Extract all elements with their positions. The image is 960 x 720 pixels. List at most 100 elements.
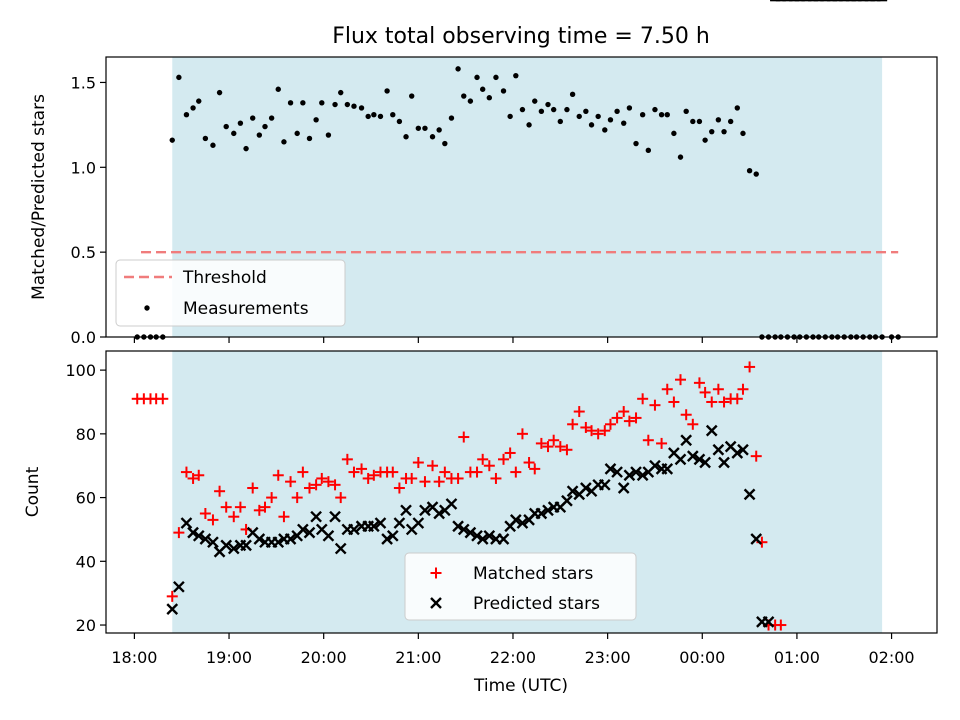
predicted-star-point (535, 507, 548, 520)
measurement-point (319, 100, 325, 106)
matched-star-point (180, 466, 192, 478)
matched-star-point (362, 472, 374, 484)
predicted-star-point (750, 533, 763, 545)
top-panel: 0.0 0.5 1.0 1.5 Matched/Predicted stars Thr… (29, 56, 938, 347)
matched-star-point (439, 466, 451, 478)
measurement-point (746, 167, 753, 174)
predicted-star-point (542, 504, 554, 517)
measurement-point (639, 111, 646, 118)
legend-matched-label: Matched stars (473, 564, 593, 584)
matched-star-point (356, 463, 368, 475)
matched-star-point (623, 415, 635, 427)
y-tick-label: 20 (76, 616, 96, 635)
measurement-point (202, 135, 209, 142)
top-y-axis-ticks: 0.0 0.5 1.0 1.5 (71, 73, 106, 347)
matched-star-point (523, 457, 535, 469)
matched-star-point (661, 383, 673, 395)
matched-star-point (187, 472, 199, 484)
matched-star-point (458, 431, 470, 443)
matched-star-point (637, 393, 649, 405)
x-tick-label: 23:00 (585, 648, 631, 667)
predicted-star-point (180, 517, 193, 529)
y-tick-label: 40 (76, 552, 96, 571)
measurement-points (134, 66, 901, 340)
bottom-legend: Matched stars Predicted stars (404, 552, 637, 621)
measurement-point (422, 125, 428, 131)
matched-star-point (498, 453, 510, 465)
predicted-star-point (604, 463, 617, 475)
matched-star-point (173, 527, 185, 539)
matched-star-point (712, 383, 724, 395)
predicted-star-point (227, 542, 240, 555)
measurement-point (671, 130, 677, 137)
predicted-star-point (731, 447, 744, 459)
matched-star-point (166, 590, 178, 602)
matched-star-point (412, 457, 424, 469)
legend-matched-marker (430, 567, 442, 579)
x-tick-label: 22:00 (490, 648, 536, 667)
matched-star-point (504, 447, 516, 459)
matched-star-point (220, 501, 232, 513)
measurement-point (513, 72, 519, 79)
measurement-point (557, 118, 564, 125)
predicted-star-point (566, 485, 579, 498)
predicted-star-point (476, 533, 489, 545)
matched-star-point (573, 406, 585, 418)
top-axes-frame (105, 56, 938, 338)
matched-star-point (285, 476, 297, 488)
predicted-star-point (623, 469, 636, 482)
matched-star-point (471, 466, 483, 478)
measurement-point (734, 105, 740, 111)
y-tick-label: 0.0 (71, 328, 96, 347)
measurement-point (409, 93, 415, 99)
predicted-star-point (705, 424, 718, 437)
matched-star-point (247, 482, 259, 494)
matched-star-point (718, 396, 730, 408)
measurement-point (607, 117, 614, 123)
legend-matched-swatch (430, 567, 442, 579)
matched-star-point (630, 412, 642, 424)
predicted-star-point (464, 526, 477, 539)
predicted-star-point (712, 443, 725, 456)
predicted-star-point (199, 533, 212, 545)
measurement-point (338, 89, 344, 96)
predicted-star-point (661, 463, 674, 475)
matched-star-point (775, 619, 787, 631)
matched-star-point (329, 479, 341, 491)
legend-predicted-marker (430, 597, 442, 609)
predicted-star-point (471, 529, 483, 542)
matched-star-point (253, 504, 265, 516)
measurement-point (526, 122, 532, 128)
measurement-point (576, 113, 582, 120)
predicted-star-point (737, 443, 749, 456)
y-tick-label: 0.5 (71, 243, 96, 262)
matched-star-point (207, 514, 219, 526)
matched-star-point (561, 444, 573, 456)
measurement-point (633, 140, 639, 147)
matched-star-point (483, 460, 495, 472)
measurement-point (626, 105, 633, 111)
matched-star-point (675, 374, 687, 386)
top-legend-box (115, 259, 346, 327)
predicted-star-point (598, 478, 611, 491)
matched-star-point (529, 463, 541, 475)
predicted-star-point (611, 466, 623, 478)
predicted-star-point (272, 536, 285, 549)
measurement-point (403, 134, 409, 140)
predicted-star-point (166, 603, 179, 615)
measurement-point (223, 123, 229, 130)
matched-star-point (335, 492, 347, 504)
predicted-star-point (452, 520, 464, 533)
predicted-star-point (561, 494, 573, 507)
predicted-star-point (334, 542, 347, 555)
measurement-point (243, 145, 249, 152)
measurement-point (231, 130, 237, 137)
measurement-point (538, 108, 545, 115)
matched-star-point (599, 425, 611, 437)
matched-star-point (535, 437, 547, 449)
measurement-point (332, 101, 338, 108)
predicted-star-point (497, 533, 510, 545)
legend-measurements-label: Measurements (183, 299, 309, 319)
measurement-point (455, 66, 461, 72)
measurement-point (658, 111, 665, 118)
